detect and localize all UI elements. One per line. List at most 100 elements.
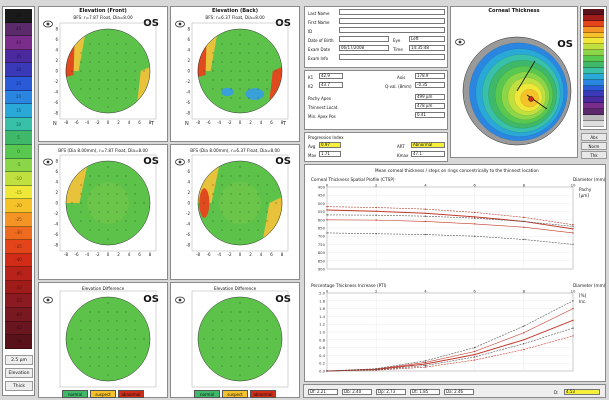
exam-info-field[interactable]	[339, 54, 445, 60]
y-tick-label: -4	[186, 90, 190, 95]
grid-point	[125, 193, 127, 195]
data-point	[572, 232, 574, 234]
grid-point	[230, 320, 232, 322]
grid-point	[239, 79, 241, 81]
grid-point	[125, 229, 127, 231]
y-tick-label: 0.6	[319, 345, 326, 350]
series-line	[326, 308, 574, 372]
scale-cell: -70	[5, 335, 32, 349]
nasal-label: N	[53, 121, 57, 127]
grid-point	[239, 97, 241, 99]
thickness-scale-cell	[583, 38, 604, 45]
last-name-field[interactable]	[339, 9, 445, 15]
grid-point	[266, 202, 268, 204]
thickness-color-scale	[580, 6, 607, 130]
legend-normal: normal	[62, 390, 88, 398]
grid-point	[248, 70, 250, 72]
data-point	[523, 226, 525, 228]
k1-field: 42.9	[319, 73, 343, 79]
grid-point	[125, 356, 127, 358]
map-outline	[197, 296, 283, 382]
grid-point	[116, 338, 118, 340]
data-point	[473, 350, 476, 353]
grid-point	[212, 329, 214, 331]
map-outline	[462, 36, 572, 146]
data-point	[424, 363, 427, 365]
grid-point	[257, 88, 259, 90]
elevation-front-map[interactable]: -8 8 -6 6 -4 4 -2 2 0 0 2 -2 4 -4 6 -6 8 -8 N T	[39, 7, 169, 143]
norm-button[interactable]: Norm	[581, 142, 607, 150]
x-tick-label: 0	[326, 183, 329, 188]
elevation-front-map-panel[interactable]: Elevation (Front) BFS: r=7.87 Float, Dia…	[38, 6, 168, 142]
elevation-front-bfs-panel[interactable]: BFS (Dia 8.00mm), r=7.87 Float, Dia=8.00…	[38, 144, 168, 280]
y-tick-label: -2	[186, 79, 190, 84]
scale-cell: -30	[5, 226, 32, 241]
elevation-back-diff-panel[interactable]: Elevation Difference OS	[170, 282, 300, 398]
id-field[interactable]	[339, 27, 445, 33]
x-tick-label: 2	[117, 120, 120, 125]
grid-point	[116, 320, 118, 322]
grid-point	[221, 320, 223, 322]
grid-point	[89, 52, 91, 54]
y-tick-label: 6	[55, 37, 58, 42]
scale-value: 20	[15, 94, 22, 100]
grid-point	[125, 79, 127, 81]
bad-d-summary-bar: Df: 2.21 Db: 2.40 Dp: 2.73 Dt: 1.85 Da: …	[303, 384, 606, 398]
grid-point	[221, 193, 223, 195]
scale-mode-button[interactable]: Elevation	[5, 368, 33, 378]
grid-point	[239, 356, 241, 358]
elevation-back-map[interactable]: -8 8 -6 6 -4 4 -2 2 0 0 2 -2 4 -4 6 -6 8 -8 N T	[171, 7, 301, 143]
grid-point	[107, 184, 109, 186]
grid-point	[98, 220, 100, 222]
thickness-scale-cell	[583, 50, 604, 57]
data-point	[473, 223, 476, 225]
grid-point	[257, 70, 259, 72]
kmax-field: 47.1	[411, 151, 445, 157]
grid-point	[248, 311, 250, 313]
x-tick-label: 0	[239, 252, 242, 257]
thickness-scale-cell	[583, 109, 604, 116]
thk-button[interactable]: Thk	[581, 151, 607, 159]
grid-point	[98, 211, 100, 213]
grid-point	[107, 52, 109, 54]
y-tick-label: 8	[55, 27, 58, 32]
scale-value: 0	[17, 148, 20, 154]
first-name-field[interactable]	[339, 18, 445, 24]
data-point	[326, 370, 328, 372]
legend-normal: normal	[194, 390, 220, 398]
ctsp-legend: Diameter (mm)	[573, 177, 606, 182]
eye-indicator: OS	[275, 294, 291, 305]
scale-type-button[interactable]: Thick	[5, 381, 33, 391]
grid-point	[266, 193, 268, 195]
grid-point	[98, 320, 100, 322]
grid-point	[221, 52, 223, 54]
elevation-back-bfs-panel[interactable]: BFS (Dia 8.00mm), r=6.37 Float, Dia=8.00…	[170, 144, 300, 280]
elevation-back-map-panel[interactable]: Elevation (Back) BFS: r=6.37 Float, Dia=…	[170, 6, 300, 142]
corneal-thickness-map[interactable]	[451, 7, 579, 159]
grid-point	[203, 70, 205, 72]
grid-point	[230, 61, 232, 63]
map-frame	[59, 290, 157, 388]
d-final-label: D:	[554, 390, 559, 395]
thickness-scale-cell	[583, 115, 604, 121]
dob-field[interactable]	[339, 36, 389, 42]
abs-button[interactable]: Abs	[581, 133, 607, 141]
elevation-front-diff-panel[interactable]: Elevation Difference OS	[38, 282, 168, 398]
grid-point	[107, 220, 109, 222]
grid-point	[239, 365, 241, 367]
grid-point	[107, 175, 109, 177]
elevation-back-diff-map[interactable]	[171, 283, 301, 399]
grid-point	[89, 311, 91, 313]
thickness-scale-cell	[583, 73, 604, 80]
ctsp-side-unit: [µm]	[579, 193, 590, 198]
thinnest-label: Thinnest Locat.	[308, 105, 339, 110]
data-point	[375, 214, 377, 216]
elevation-front-diff-map[interactable]	[39, 283, 169, 399]
nasal-label: N	[185, 121, 189, 127]
eye-indicator: OS	[275, 156, 291, 167]
scale-value: -15	[15, 189, 22, 195]
min-apex-label: Min. Apex Pos	[308, 114, 336, 119]
elevation-back-bfs-map[interactable]: -8 8 -6 6 -4 4 -2 2 0 0 2 -2 4 -4 6 -6 8 -8	[171, 145, 301, 281]
elevation-front-bfs-map[interactable]: -8 8 -6 6 -4 4 -2 2 0 0 2 -2 4 -4 6 -6 8 -8	[39, 145, 169, 281]
corneal-thickness-panel[interactable]: Corneal Thickness OS	[450, 6, 578, 158]
